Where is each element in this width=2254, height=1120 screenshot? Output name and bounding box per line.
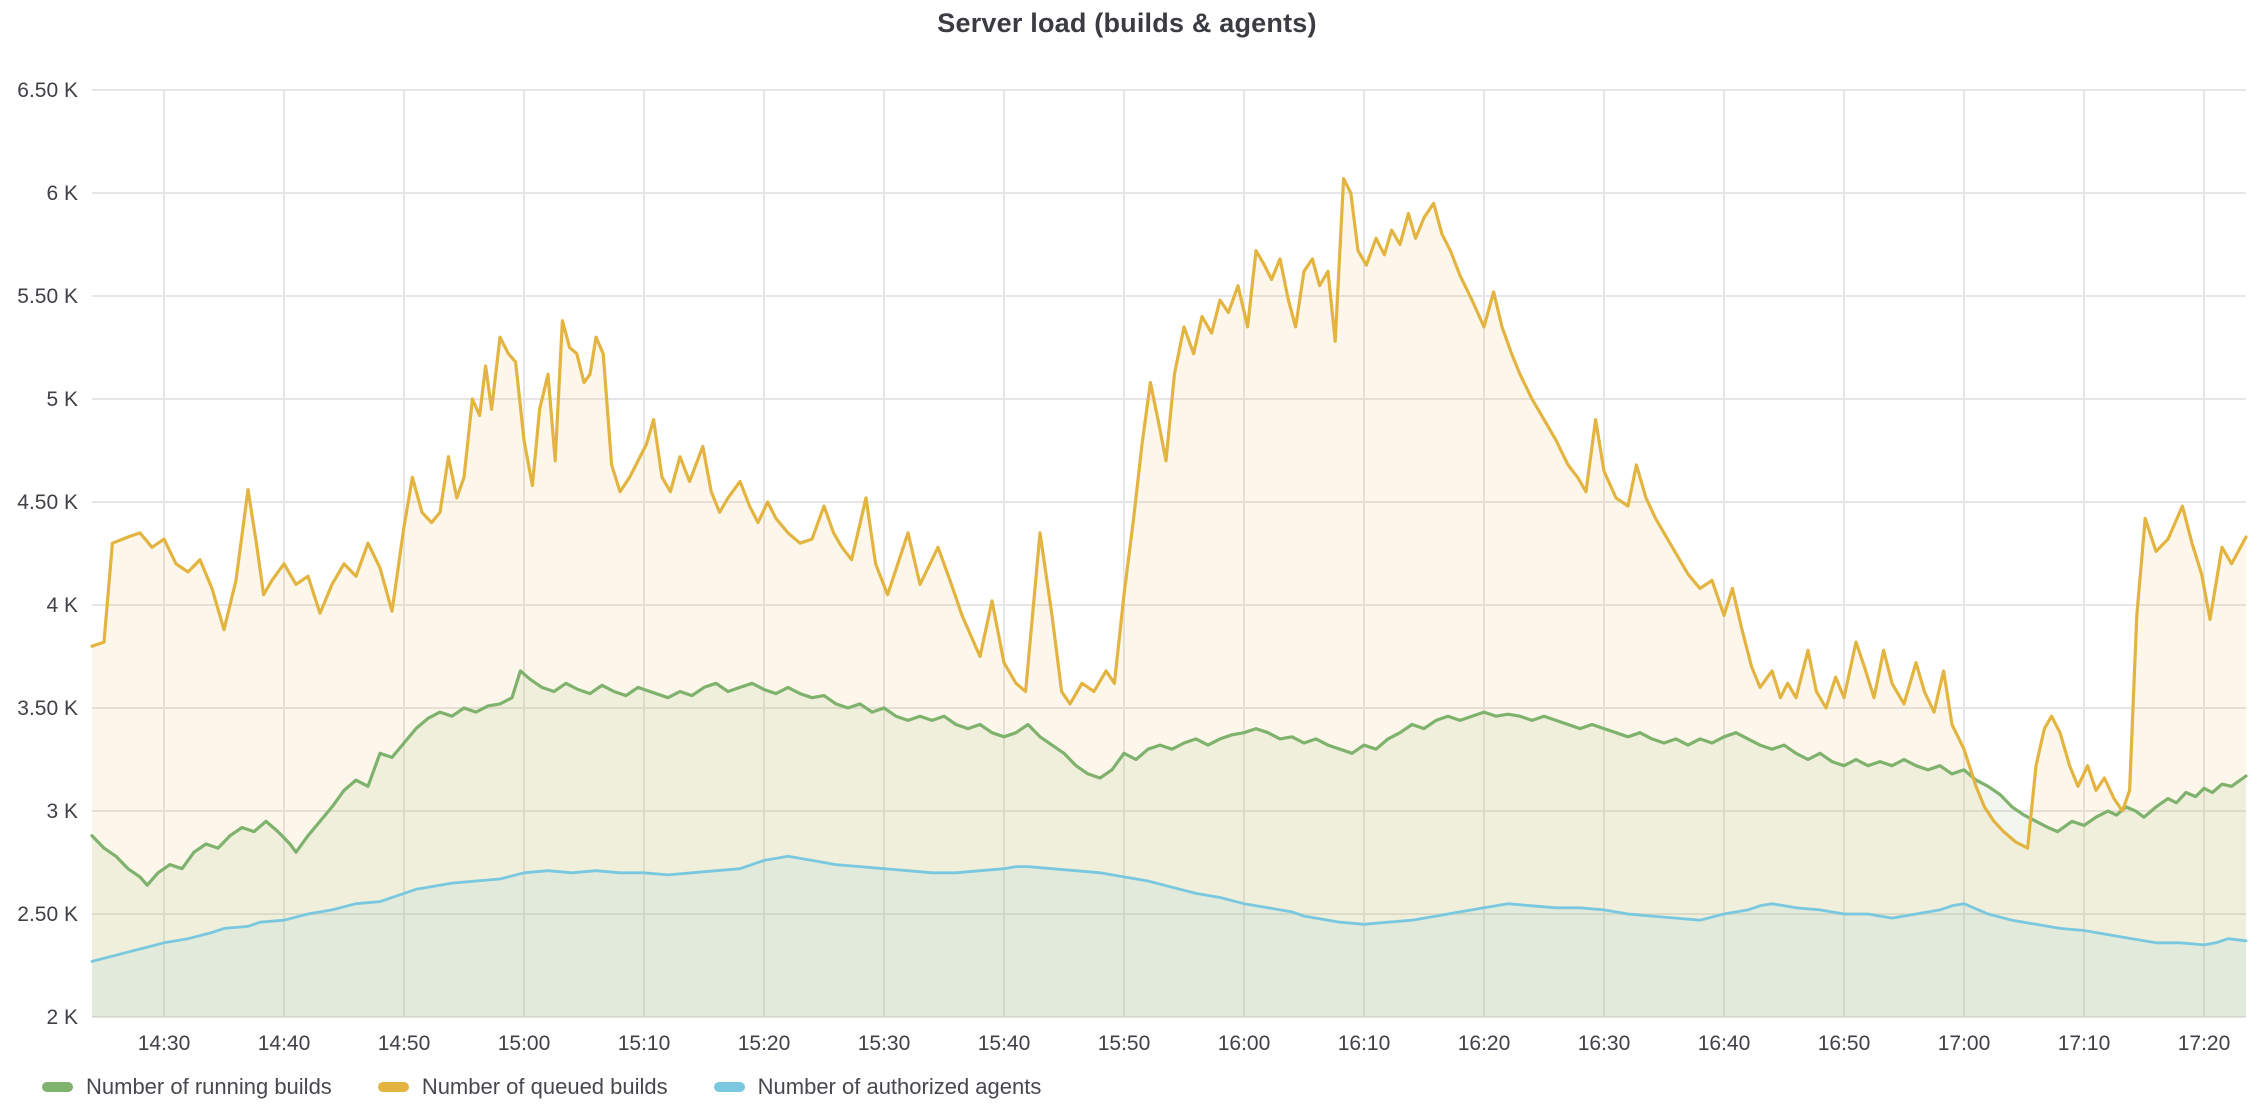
legend-item-0[interactable]: Number of running builds (42, 1074, 332, 1100)
y-tick-label: 3 K (46, 800, 78, 823)
series-line-1[interactable] (90, 177, 2248, 850)
x-tick-label: 14:30 (137, 1032, 191, 1055)
x-tick-label: 17:00 (1937, 1032, 1991, 1055)
series-area-0 (92, 670, 2246, 1017)
x-tick-label: 14:50 (377, 1032, 431, 1055)
legend-item-2[interactable]: Number of authorized agents (713, 1074, 1042, 1100)
x-tick-label: 16:50 (1817, 1032, 1871, 1055)
x-tick-label: 15:00 (497, 1032, 551, 1055)
chart-title: Server load (builds & agents) (937, 8, 1317, 38)
x-tick-label: 16:40 (1697, 1032, 1751, 1055)
y-tick-label: 6.50 K (17, 79, 78, 102)
x-tick-label: 16:10 (1337, 1032, 1391, 1055)
y-tick-label: 5 K (46, 388, 78, 411)
x-tick-label: 16:20 (1457, 1032, 1511, 1055)
series-line-0[interactable] (90, 669, 2248, 887)
y-tick-label: 2 K (46, 1006, 78, 1029)
x-tick-label: 16:30 (1577, 1032, 1631, 1055)
legend-label: Number of running builds (86, 1074, 332, 1099)
x-tick-label: 17:20 (2177, 1032, 2231, 1055)
y-tick-label: 5.50 K (17, 285, 78, 308)
legend-swatch-icon (377, 1082, 409, 1092)
y-tick-label: 3.50 K (17, 697, 78, 720)
series-area-1 (92, 178, 2246, 1018)
x-tick-label: 15:50 (1097, 1032, 1151, 1055)
legend: Number of running builds Number of queued… (42, 1074, 1041, 1100)
x-tick-label: 17:10 (2057, 1032, 2111, 1055)
legend-label: Number of queued builds (421, 1074, 668, 1099)
series-line-2[interactable] (90, 854, 2248, 963)
x-tick-label: 15:30 (857, 1032, 911, 1055)
x-tick-label: 16:00 (1217, 1032, 1271, 1055)
y-tick-label: 2.50 K (17, 903, 78, 926)
x-tick-label: 15:10 (617, 1032, 671, 1055)
x-tick-label: 15:20 (737, 1032, 791, 1055)
legend-swatch-icon (42, 1082, 73, 1092)
x-tick-label: 15:40 (977, 1032, 1031, 1055)
legend-label: Number of authorized agents (757, 1074, 1042, 1099)
series-area-2 (92, 856, 2246, 1017)
y-tick-label: 4 K (46, 594, 78, 617)
x-tick-label: 14:40 (257, 1032, 311, 1055)
legend-item-1[interactable]: Number of queued builds (377, 1074, 668, 1100)
y-tick-label: 4.50 K (17, 491, 78, 514)
legend-swatch-icon (713, 1082, 745, 1092)
y-tick-label: 6 K (46, 182, 78, 205)
